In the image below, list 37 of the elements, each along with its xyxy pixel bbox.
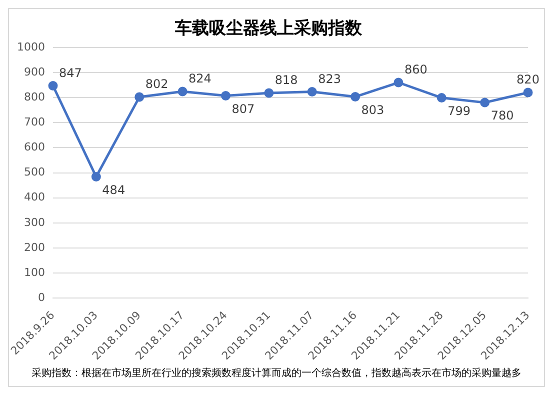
point — [134, 92, 144, 102]
y-tick-label: 800 — [24, 90, 45, 104]
y-tick-label: 900 — [24, 65, 45, 78]
text: 采购指数：根据在市场里所在行业的搜索频数程度计算而成的一个综合数值，指数越高表示在市场的采购量越多 — [30, 366, 522, 380]
point — [394, 78, 404, 88]
y-tick-label: 200 — [24, 240, 45, 254]
data-label: 823 — [318, 72, 341, 86]
point — [91, 172, 101, 182]
data-label: 780 — [490, 108, 514, 123]
y-tick-label: 700 — [24, 115, 45, 128]
data-label: 860 — [404, 62, 428, 77]
y-tick-label: 300 — [24, 216, 45, 229]
point — [436, 93, 446, 103]
data-label: 799 — [448, 104, 471, 118]
y-tick-label: 500 — [24, 166, 45, 179]
point — [48, 81, 58, 91]
data-label: 824 — [188, 72, 212, 86]
data-label: 818 — [274, 73, 298, 88]
y-tick-label: 1000 — [16, 40, 45, 54]
point — [480, 98, 490, 108]
point — [523, 88, 533, 98]
data-label: 820 — [516, 72, 540, 87]
data-label: 807 — [232, 102, 255, 116]
y-tick-label: 600 — [24, 140, 45, 154]
data-label: 802 — [145, 77, 168, 92]
point — [264, 88, 274, 98]
point — [220, 91, 230, 101]
data-label: 847 — [58, 66, 82, 80]
data-label: 484 — [102, 182, 126, 197]
data-label: 803 — [361, 102, 384, 117]
chart-title: 车载吸尘器线上采购指数 — [174, 18, 363, 39]
y-tick-label: 0 — [38, 290, 45, 304]
point — [350, 92, 360, 102]
y-tick-label: 400 — [24, 190, 45, 204]
y-tick-label: 100 — [24, 266, 45, 279]
point — [178, 86, 188, 96]
point — [307, 87, 317, 97]
